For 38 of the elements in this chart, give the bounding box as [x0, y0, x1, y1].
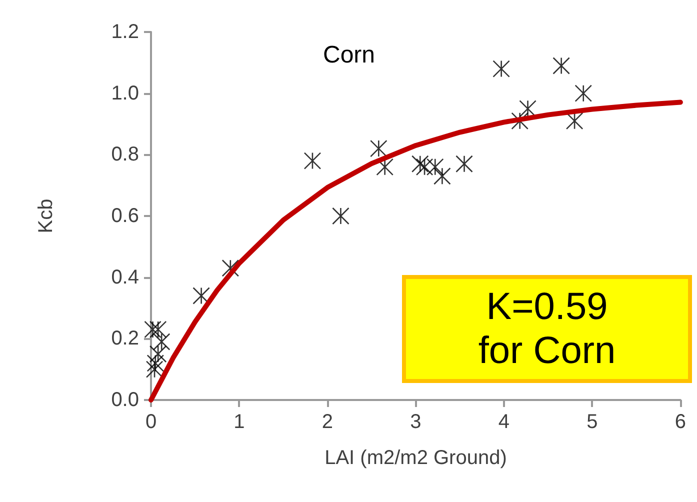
chart-title: Corn [323, 42, 376, 68]
point [416, 158, 434, 176]
point [456, 155, 473, 173]
x-tick-label: 5 [586, 411, 598, 433]
point [552, 57, 570, 74]
y-tick-label: 1.0 [111, 82, 139, 104]
point [146, 354, 164, 372]
y-tick-label: 0.8 [111, 144, 139, 166]
x-tick-label: 0 [145, 411, 157, 433]
point [492, 60, 510, 78]
note-box: K=0.59 for Corn [402, 275, 692, 383]
point [222, 259, 240, 277]
point [144, 320, 162, 338]
point [149, 320, 167, 338]
y-tick-label: 0.4 [111, 266, 139, 288]
point [304, 152, 322, 170]
x-tick-label: 3 [410, 411, 422, 433]
y-tick-label: 0.0 [111, 389, 139, 411]
y-axis-title: Kcb [35, 198, 57, 234]
y-tick-label: 0.6 [111, 205, 139, 227]
x-tick-label: 2 [322, 411, 334, 433]
y-tick-label: 1.2 [111, 21, 139, 43]
point [332, 207, 350, 225]
x-tick-label: 4 [498, 411, 510, 433]
y-tick-label: 0.2 [111, 328, 139, 350]
x-tick-label: 6 [674, 411, 686, 433]
point [149, 345, 167, 363]
x-tick-label: 1 [234, 411, 245, 433]
point [566, 112, 584, 130]
x-axis-title: LAI (m2/m2 Ground) [324, 447, 507, 469]
point [434, 167, 451, 185]
point [574, 84, 592, 102]
point [411, 155, 429, 173]
point [146, 360, 164, 378]
point [426, 158, 444, 176]
point [152, 333, 170, 350]
point [192, 287, 210, 304]
point [519, 100, 536, 118]
